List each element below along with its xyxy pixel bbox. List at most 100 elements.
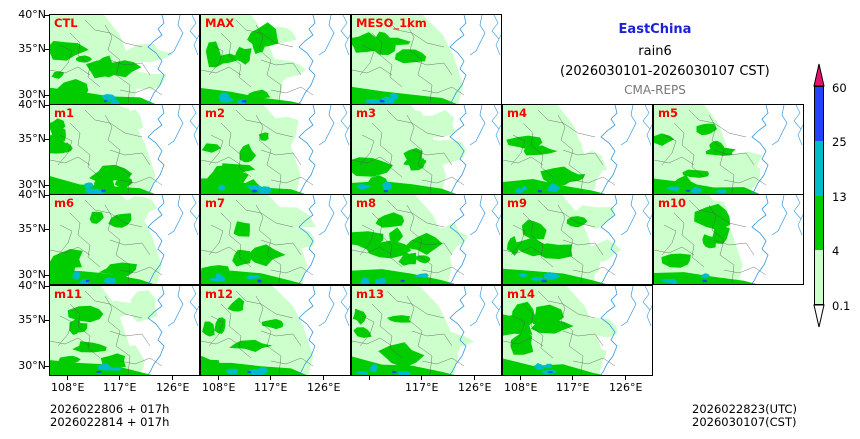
map-panel-m5: m5 — [653, 104, 804, 195]
lat-label: 35°N — [18, 222, 46, 235]
panel-label: m11 — [54, 287, 82, 301]
map-canvas — [50, 286, 199, 375]
colorbar-segment-4-13 — [814, 196, 824, 250]
lon-tick — [172, 376, 173, 380]
map-panel-m12: m12 — [200, 285, 351, 376]
map-canvas — [352, 286, 501, 375]
colorbar-label-13: 13 — [832, 190, 847, 204]
lat-label: 35°N — [18, 132, 46, 145]
lon-label: 126°E — [156, 381, 190, 394]
map-panel-m14: m14 — [502, 285, 653, 376]
lon-tick — [520, 376, 521, 380]
panel-label: m3 — [356, 106, 376, 120]
panel-label: m13 — [356, 287, 384, 301]
panel-label: m7 — [205, 196, 225, 210]
lat-tick — [45, 275, 49, 276]
lat-tick — [45, 105, 49, 106]
valid-time-cst: 2026030107(CST) — [692, 415, 797, 429]
panel-label: MESO_1km — [356, 16, 427, 30]
map-panel-m8: m8 — [351, 194, 502, 285]
map-panel-m9: m9 — [502, 194, 653, 285]
map-canvas — [201, 105, 350, 194]
colorbar-label-25: 25 — [832, 135, 847, 149]
lon-label: 126°E — [458, 381, 492, 394]
lon-tick — [67, 376, 68, 380]
lat-label: 35°N — [18, 313, 46, 326]
lon-label: 108°E — [51, 381, 85, 394]
lat-label: 30°N — [18, 268, 46, 281]
colorbar-label-60: 60 — [832, 81, 847, 95]
lon-tick — [474, 376, 475, 380]
lat-tick — [45, 229, 49, 230]
map-canvas — [50, 105, 199, 194]
lon-label: 126°E — [307, 381, 341, 394]
map-canvas — [201, 15, 350, 104]
map-canvas — [50, 15, 199, 104]
map-canvas — [352, 195, 501, 284]
lat-label: 35°N — [18, 42, 46, 55]
colorbar-segment-0.1-4 — [814, 250, 824, 305]
lon-label: 117°E — [103, 381, 137, 394]
lon-tick — [421, 376, 422, 380]
panel-label: m6 — [54, 196, 74, 210]
lon-label: 117°E — [556, 381, 590, 394]
map-canvas — [201, 195, 350, 284]
panel-label: m12 — [205, 287, 233, 301]
panel-label: MAX — [205, 16, 235, 30]
panel-label: m4 — [507, 106, 527, 120]
map-canvas — [503, 286, 652, 375]
map-panel-m2: m2 — [200, 104, 351, 195]
lat-tick — [45, 139, 49, 140]
map-panel-m7: m7 — [200, 194, 351, 285]
init-time-1: 2026022806 + 017h — [50, 402, 170, 416]
lon-label: 117°E — [405, 381, 439, 394]
period-title: (2026030101-2026030107 CST) — [560, 64, 770, 79]
colorbar-top-arrow — [813, 63, 825, 87]
model-title: CMA-REPS — [624, 83, 686, 97]
lat-label: 40°N — [18, 279, 46, 292]
map-panel-m10: m10 — [653, 194, 804, 285]
colorbar-bottom-arrow — [813, 304, 825, 328]
lat-label: 40°N — [18, 188, 46, 201]
map-panel-m3: m3 — [351, 104, 502, 195]
map-canvas — [50, 195, 199, 284]
lon-label: 108°E — [202, 381, 236, 394]
lon-tick — [218, 376, 219, 380]
colorbar-label-4: 4 — [832, 244, 840, 258]
lon-tick — [625, 376, 626, 380]
panel-label: m10 — [658, 196, 686, 210]
map-panel-m1: m1 — [49, 104, 200, 195]
lat-label: 40°N — [18, 8, 46, 21]
lat-tick — [45, 185, 49, 186]
lon-tick — [369, 376, 370, 380]
valid-time-utc: 2026022823(UTC) — [692, 402, 797, 416]
panel-label: m14 — [507, 287, 535, 301]
panel-label: m5 — [658, 106, 678, 120]
map-panel-CTL: CTL — [49, 14, 200, 105]
map-canvas — [503, 195, 652, 284]
lat-tick — [45, 286, 49, 287]
panel-label: m2 — [205, 106, 225, 120]
map-panel-m11: m11 — [49, 285, 200, 376]
region-title: EastChina — [618, 22, 692, 37]
lat-label: 30°N — [18, 359, 46, 372]
lon-label: 108°E — [504, 381, 538, 394]
map-panel-m4: m4 — [502, 104, 653, 195]
map-canvas — [352, 105, 501, 194]
lon-tick — [119, 376, 120, 380]
lat-label: 40°N — [18, 98, 46, 111]
map-panel-MAX: MAX — [200, 14, 351, 105]
map-panel-m13: m13 — [351, 285, 502, 376]
map-canvas — [201, 286, 350, 375]
lon-tick — [572, 376, 573, 380]
variable-title: rain6 — [638, 44, 672, 59]
panel-label: m1 — [54, 106, 74, 120]
colorbar-label-0.1: 0.1 — [832, 299, 851, 313]
lon-tick — [323, 376, 324, 380]
panel-label: m9 — [507, 196, 527, 210]
lat-tick — [45, 366, 49, 367]
lat-label: 30°N — [18, 178, 46, 191]
colorbar-segment-13-25 — [814, 141, 824, 196]
init-time-2: 2026022814 + 017h — [50, 415, 170, 429]
